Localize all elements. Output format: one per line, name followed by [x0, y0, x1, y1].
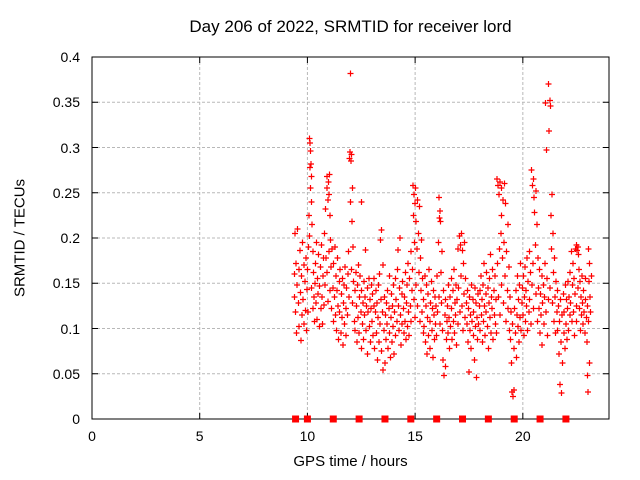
x-tick-label: 0 [88, 428, 96, 444]
baseline-square-marker [562, 415, 570, 423]
y-tick-label: 0.25 [52, 184, 80, 201]
baseline-square-marker [459, 415, 467, 423]
y-tick-label: 0.05 [52, 365, 80, 382]
baseline-square-marker [355, 415, 363, 423]
y-tick-label: 0.15 [52, 275, 80, 292]
baseline-square-marker [381, 415, 389, 423]
baseline-square-marker [329, 415, 337, 423]
baseline-square-marker [484, 415, 492, 423]
x-tick-label: 20 [515, 428, 531, 444]
baseline-square-marker [292, 415, 300, 423]
y-tick-label: 0.35 [52, 94, 80, 111]
x-tick-label: 5 [195, 428, 204, 444]
baseline-square-marker [433, 415, 441, 423]
y-tick-label: 0.3 [60, 139, 80, 156]
baseline-square-marker [510, 415, 518, 423]
scatter-plus-markers [291, 70, 595, 400]
y-tick-label: 0.1 [60, 320, 80, 337]
x-axis-title: GPS time / hours [293, 453, 408, 470]
baseline-square-marker [407, 415, 415, 423]
grid-lines [92, 57, 609, 419]
y-tick-label: 0.2 [60, 230, 80, 246]
y-tick-label: 0 [72, 411, 80, 427]
axis-tick-marks [91, 56, 609, 420]
chart-title: Day 206 of 2022, SRMTID for receiver lor… [189, 17, 512, 36]
x-tick-label: 15 [407, 428, 423, 444]
baseline-square-marker [303, 415, 311, 423]
baseline-square-marker [536, 415, 544, 423]
x-tick-label: 10 [299, 428, 316, 444]
y-tick-label: 0.4 [60, 49, 80, 65]
